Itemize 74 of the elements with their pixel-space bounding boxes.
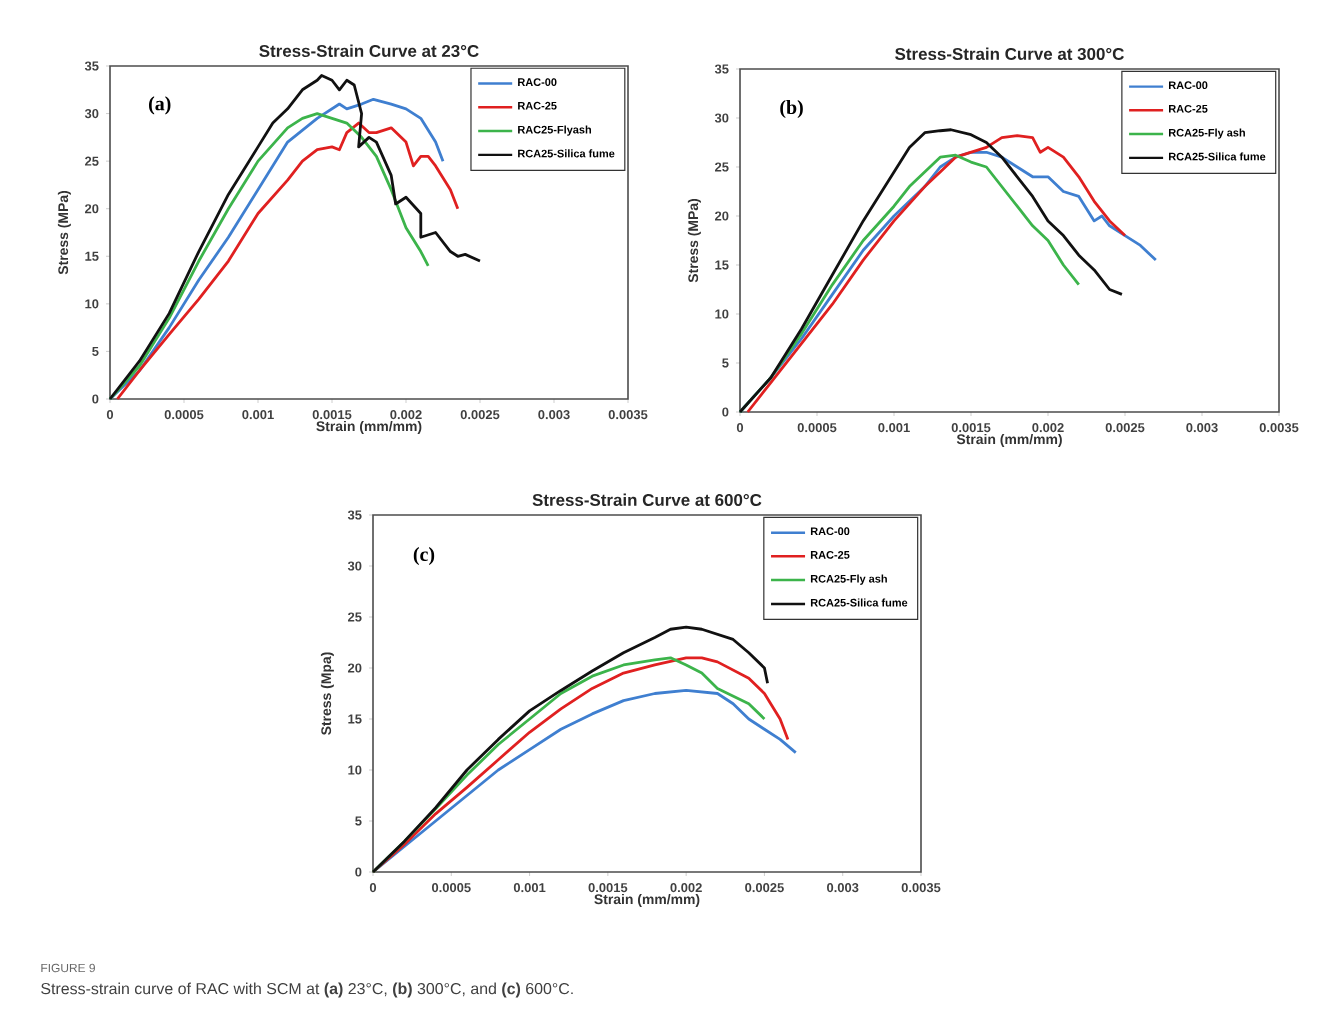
y-tick-label: 25 xyxy=(348,612,362,622)
y-tick-label: 0 xyxy=(92,394,99,404)
y-tick-label: 25 xyxy=(715,162,729,172)
y-tick-label: 5 xyxy=(355,816,362,826)
legend-label: RAC-25 xyxy=(810,550,850,559)
y-tick-label: 20 xyxy=(715,211,729,221)
x-tick-label: 0.0035 xyxy=(608,410,648,420)
line-series xyxy=(108,74,482,401)
y-tick-label: 20 xyxy=(84,204,99,214)
x-tick-label: 0.0005 xyxy=(797,423,837,433)
y-tick-label: 35 xyxy=(84,61,99,71)
y-tick-label: 15 xyxy=(348,714,362,724)
y-tick-label: 5 xyxy=(92,346,99,356)
y-tick-label: 25 xyxy=(84,156,99,166)
x-tick-label: 0.0015 xyxy=(588,883,628,893)
x-tick-label: 0.003 xyxy=(538,410,570,420)
y-tick-label: 30 xyxy=(84,108,99,119)
x-tick-label: 0.0035 xyxy=(901,883,941,893)
x-tick-label: 0.002 xyxy=(1032,423,1064,433)
chart-title: Stress-Strain Curve at 300°C xyxy=(895,47,1124,60)
legend-label: RCA25-Silica fume xyxy=(1169,152,1266,161)
y-tick-label: 30 xyxy=(347,561,362,571)
y-tick-label: 10 xyxy=(85,299,99,309)
y-tick-label: 15 xyxy=(715,260,729,270)
legend-label: RAC-00 xyxy=(810,527,850,536)
x-tick-label: 0 xyxy=(106,410,114,420)
x-axis-title: Strain (mm/mm) xyxy=(956,433,1062,447)
legend-label: RCA25-Silica fume xyxy=(810,598,908,607)
annotation: (b) xyxy=(780,100,803,119)
x-tick-label: 0.0015 xyxy=(951,423,991,433)
x-tick-label: 0.0035 xyxy=(1259,423,1299,433)
legend-label: RCA25-Fly ash xyxy=(810,574,887,585)
x-tick-label: 0.001 xyxy=(878,423,910,433)
y-tick-label: 35 xyxy=(714,64,729,74)
x-tick-label: 0.003 xyxy=(827,883,859,893)
y-tick-label: 15 xyxy=(85,251,99,261)
y-tick-label: 30 xyxy=(714,113,729,123)
legend-label: RAC-00 xyxy=(1169,81,1208,90)
chart-title: Stress-Strain Curve at 600°C xyxy=(532,493,762,506)
y-tick-label: 5 xyxy=(722,358,729,368)
legend-label: RAC-00 xyxy=(518,78,557,86)
y-tick-label: 10 xyxy=(715,309,729,319)
x-tick-label: 0.0015 xyxy=(312,410,352,420)
legend-label: RCA25-Silica fume xyxy=(518,149,615,158)
legend-label: RAC25-Flyash xyxy=(518,125,592,136)
x-tick-label: 0.0025 xyxy=(745,883,784,893)
x-tick-label: 0 xyxy=(736,423,744,433)
x-tick-label: 0.0025 xyxy=(460,410,500,420)
y-tick-label: 0 xyxy=(355,867,362,877)
y-tick-label: 10 xyxy=(348,765,362,775)
y-tick-label: 35 xyxy=(347,510,362,520)
x-tick-label: 0 xyxy=(369,883,377,893)
x-tick-label: 0.0005 xyxy=(431,883,471,893)
legend-label: RAC-25 xyxy=(518,101,557,110)
chart-title: Stress-Strain Curve at 23°C xyxy=(259,44,479,57)
x-axis-title: Strain (mm/mm) xyxy=(316,420,422,434)
x-axis-title: Strain (mm/mm) xyxy=(594,893,700,907)
text: Stress-strain curve of RAC with SCM at (a) 23°C, (b) 300°C, and (c) 600°C. xyxy=(41,982,573,998)
x-tick-label: 0.002 xyxy=(390,410,422,420)
annotation: (a) xyxy=(148,96,171,115)
legend-label: RAC-25 xyxy=(1169,104,1208,113)
x-tick-label: 0.003 xyxy=(1186,423,1218,433)
x-tick-label: 0.0025 xyxy=(1105,423,1145,433)
y-axis-title: Stress (Mpa) xyxy=(320,652,334,735)
x-tick-label: 0.0005 xyxy=(164,410,204,420)
y-axis-title: Stress (MPa) xyxy=(687,198,701,283)
legend-label: RCA25-Fly ash xyxy=(1169,128,1245,139)
y-axis-title: Stress (MPa) xyxy=(57,190,71,275)
x-tick-label: 0.001 xyxy=(242,410,274,420)
annotation: (c) xyxy=(413,547,435,566)
caption: FIGURE 9 xyxy=(41,963,95,973)
x-tick-label: 0.002 xyxy=(670,883,702,893)
x-tick-label: 0.001 xyxy=(513,883,546,893)
y-tick-label: 20 xyxy=(348,663,362,673)
